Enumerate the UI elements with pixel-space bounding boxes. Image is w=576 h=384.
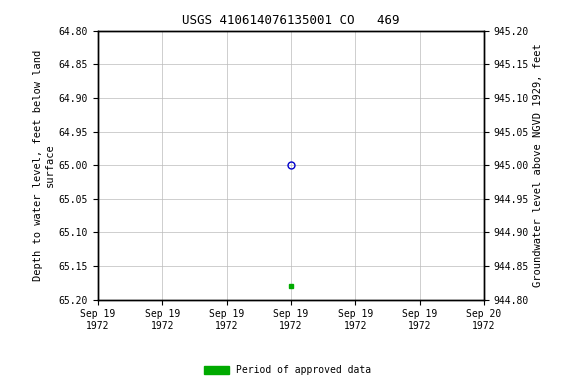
Y-axis label: Depth to water level, feet below land
surface: Depth to water level, feet below land su… (33, 50, 55, 281)
Title: USGS 410614076135001 CO   469: USGS 410614076135001 CO 469 (182, 14, 400, 27)
Legend: Period of approved data: Period of approved data (200, 361, 376, 379)
Y-axis label: Groundwater level above NGVD 1929, feet: Groundwater level above NGVD 1929, feet (533, 43, 543, 287)
